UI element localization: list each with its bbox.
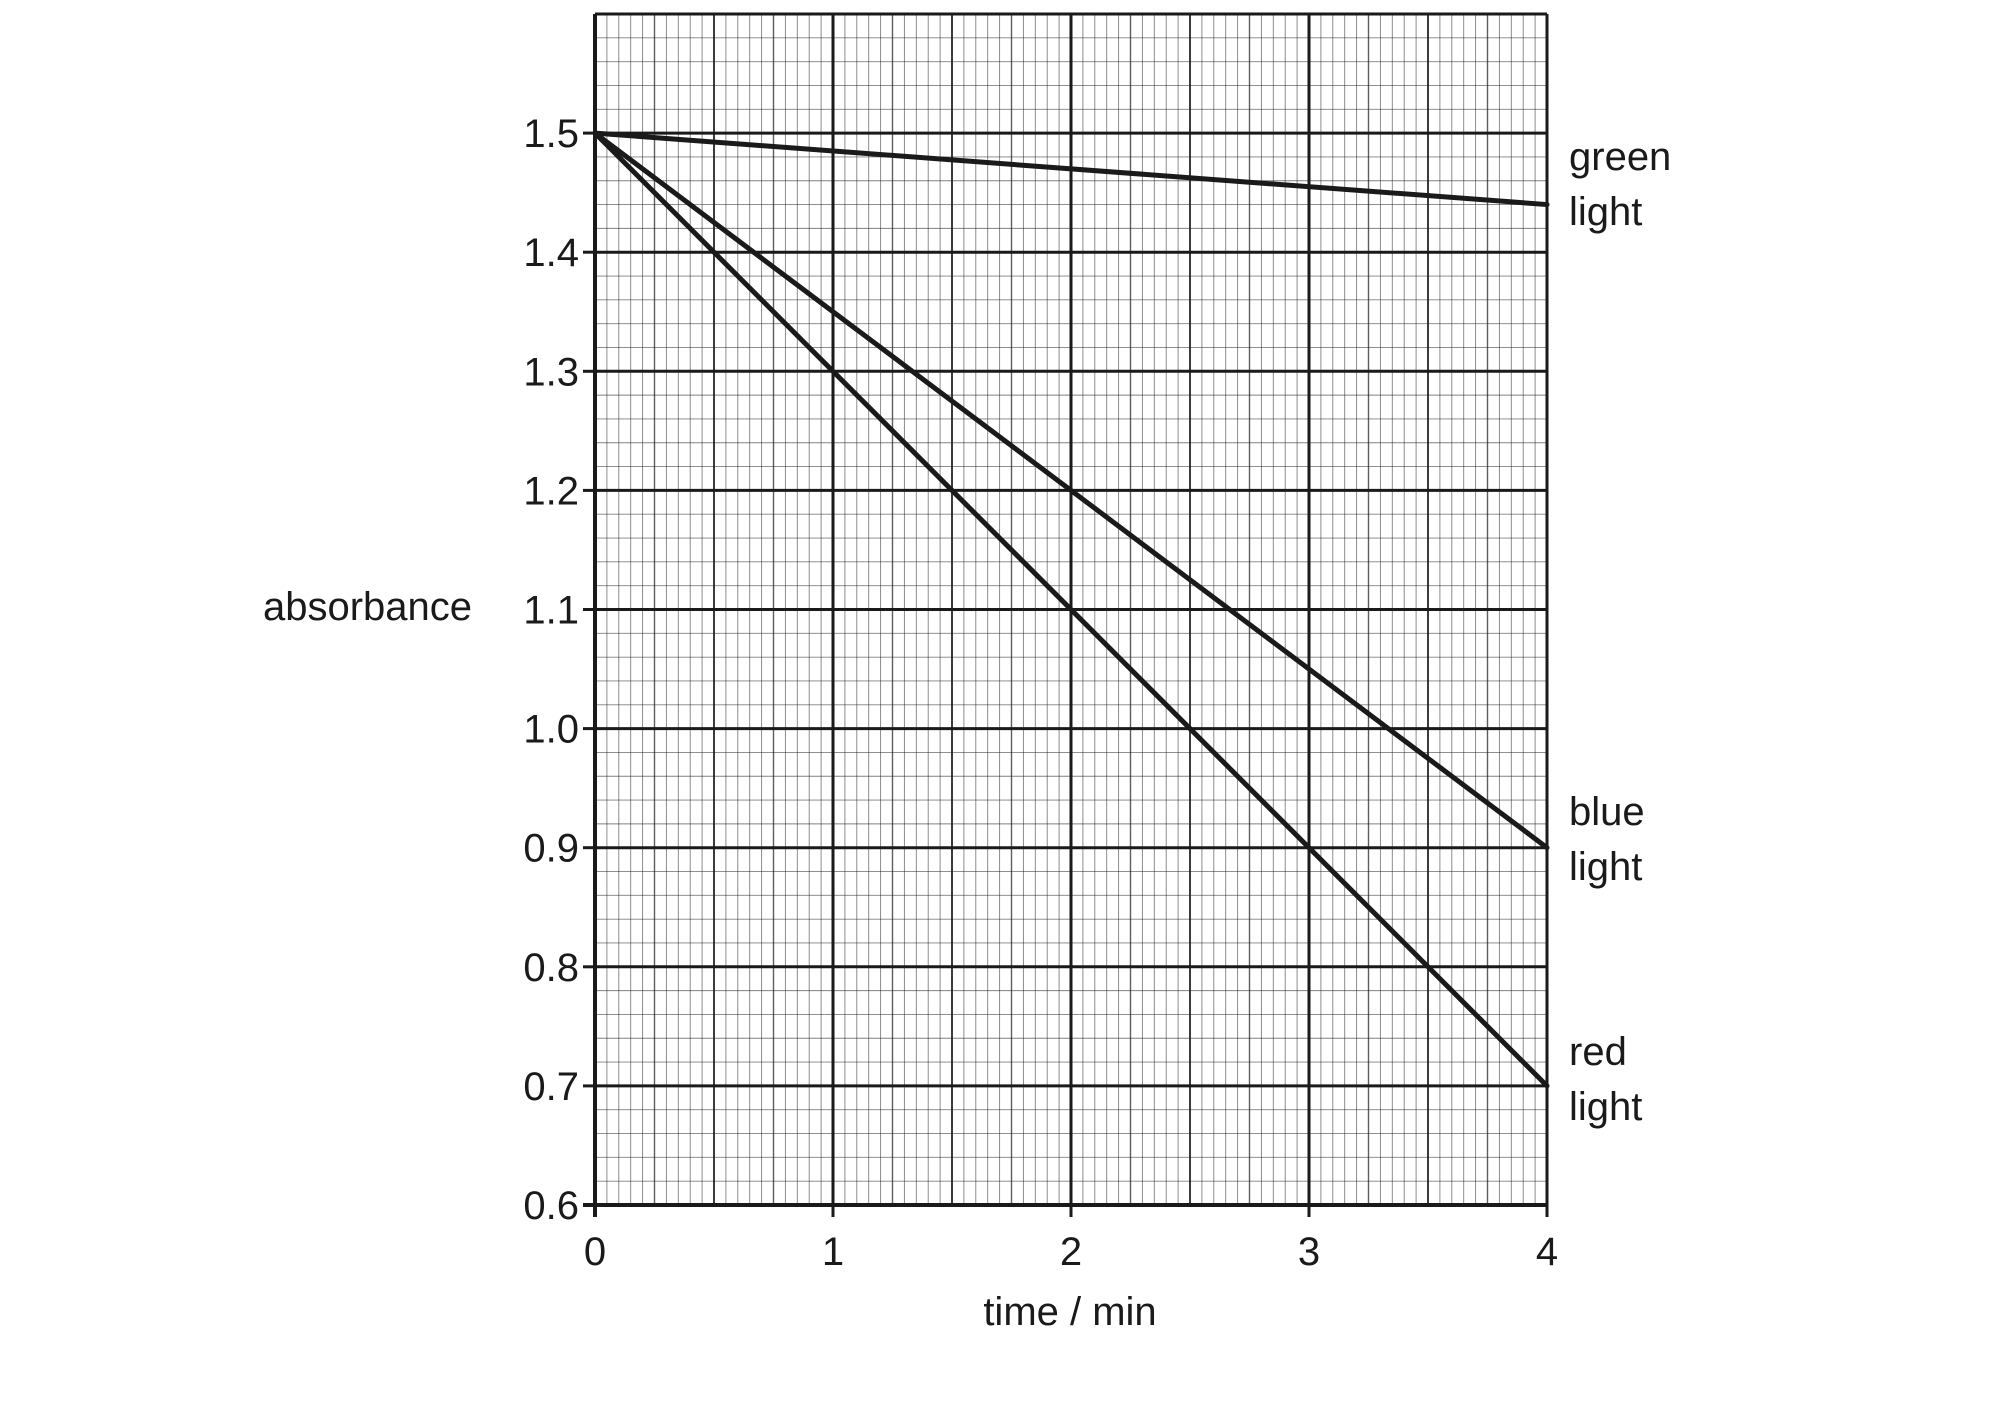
y-tick-label: 0.6: [523, 1184, 579, 1228]
series-label-red-light: red: [1569, 1030, 1627, 1074]
y-tick-label: 0.9: [523, 827, 579, 871]
series-line-blue-light: [592, 130, 1550, 851]
x-tick-label: 1: [822, 1230, 844, 1274]
y-axis-title: absorbance: [263, 585, 472, 629]
y-tick-label: 1.2: [523, 469, 579, 513]
series-label-blue-light: light: [1569, 845, 1642, 889]
series-label-green-light: green: [1569, 135, 1671, 179]
x-tick-label: 2: [1060, 1230, 1082, 1274]
y-tick-label: 1.0: [523, 708, 579, 752]
series-line-green-light: [592, 130, 1550, 208]
series-labels: green light blue light red light: [1569, 135, 1671, 1129]
series-lines: [592, 130, 1550, 1089]
series-line-red-light: [592, 130, 1550, 1089]
x-tick-label: 4: [1536, 1230, 1558, 1274]
y-tick-label: 1.4: [523, 231, 579, 275]
y-tick-label: 0.7: [523, 1065, 579, 1109]
y-tick-label: 1.3: [523, 350, 579, 394]
x-tick-label: 3: [1298, 1230, 1320, 1274]
series-label-blue-light: blue: [1569, 790, 1645, 834]
series-label-red-light: light: [1569, 1085, 1642, 1129]
y-tick-label: 1.1: [523, 589, 579, 633]
x-axis-title: time / min: [983, 1290, 1156, 1334]
grid: [583, 12, 1549, 1217]
tick-labels: 0 1 2 3 4 0.6 0.7 0.8 0.9 1.0 1.1 1.2 1.3 1.4 1.5: [523, 112, 1558, 1274]
x-tick-label: 0: [584, 1230, 606, 1274]
y-tick-label: 1.5: [523, 112, 579, 156]
series-label-green-light: light: [1569, 190, 1642, 234]
y-tick-label: 0.8: [523, 946, 579, 990]
